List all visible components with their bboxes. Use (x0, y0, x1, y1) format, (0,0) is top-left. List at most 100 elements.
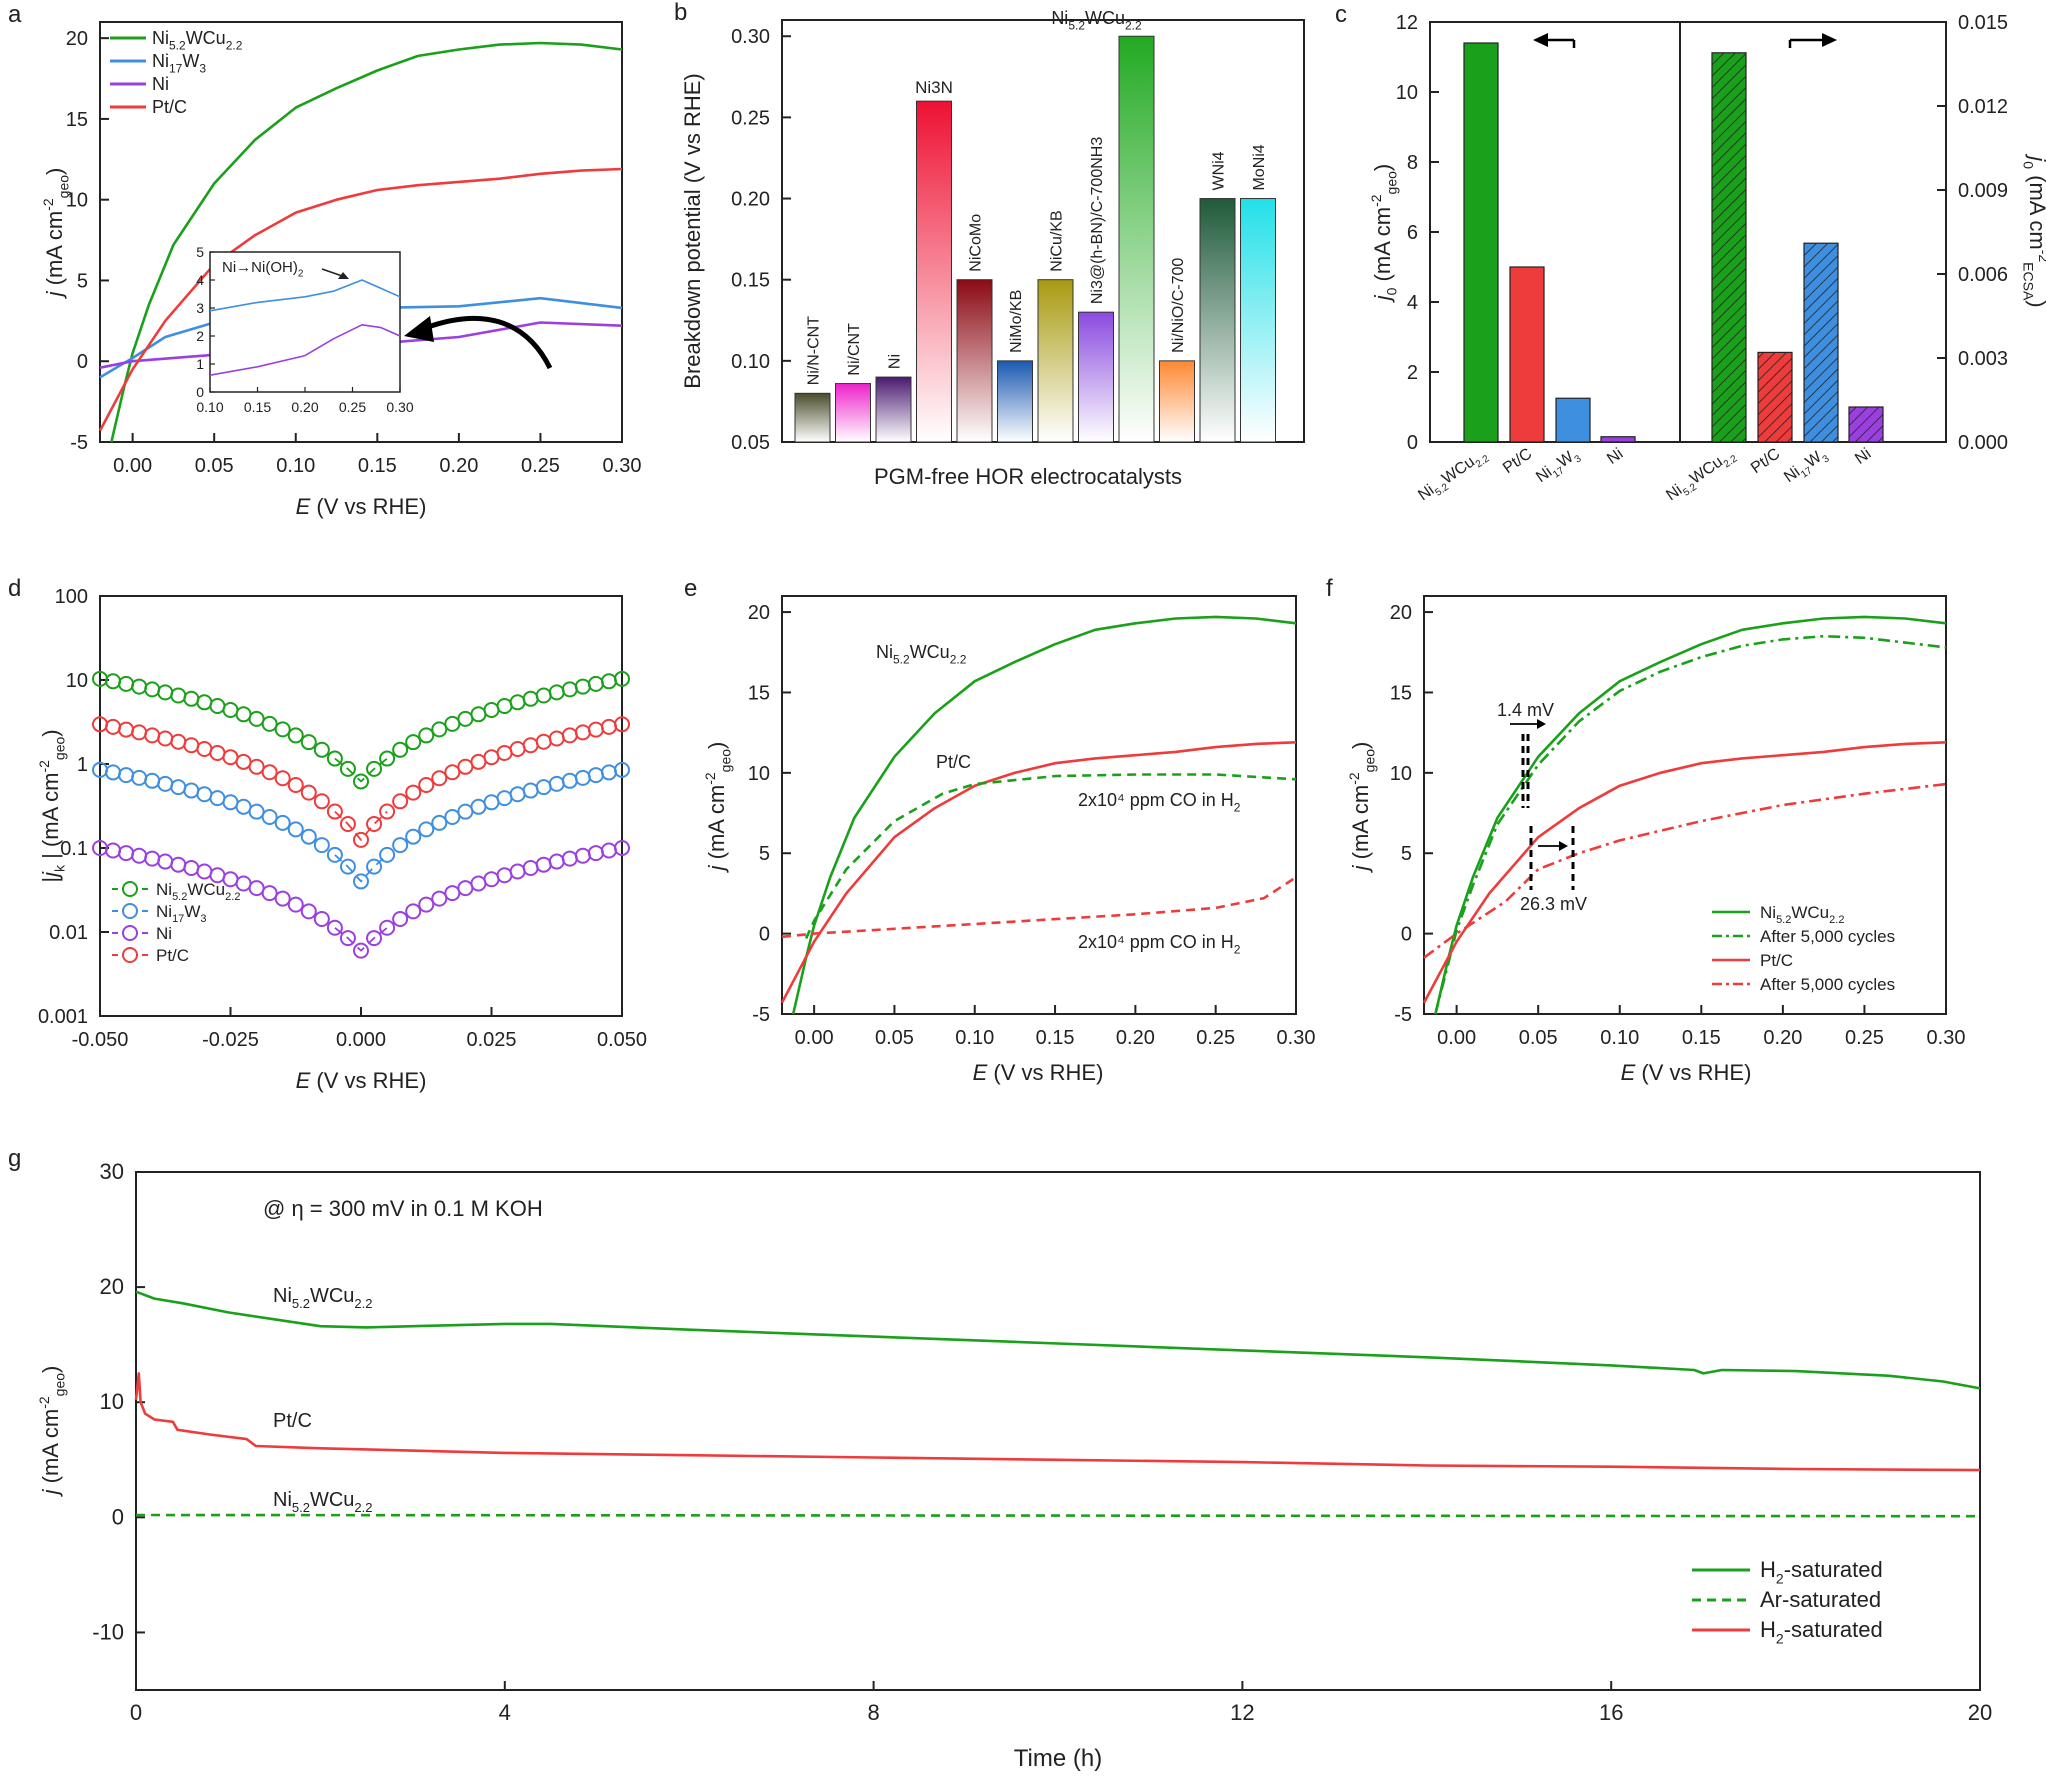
y-tick-label: 100 (55, 586, 88, 608)
data-point (535, 733, 552, 750)
x-tick-label: 0.10 (276, 455, 315, 477)
x-tick-label: 0.00 (113, 455, 152, 477)
data-point (509, 740, 526, 757)
data-point (431, 770, 448, 787)
label-part: -2 (702, 772, 718, 785)
data-point (366, 858, 383, 875)
y-tick-label: 15 (1390, 682, 1412, 704)
bar-label: Ni5.2WCu2.2 (1051, 8, 1142, 32)
data-point (522, 859, 539, 876)
data-point (196, 740, 213, 757)
bar-label: Ni/NiO/C-700 (1170, 258, 1187, 353)
curved-arrow-head (404, 316, 434, 342)
legend-marker (122, 903, 138, 919)
panel-label: f (1326, 575, 1333, 602)
category-label: Pt/C (1748, 445, 1783, 477)
inset-y-tick-label: 2 (196, 328, 204, 344)
data-point (274, 721, 291, 738)
data-point (366, 930, 383, 947)
x-tick-label: 0.000 (336, 1029, 386, 1051)
label-part: 17 (172, 913, 184, 925)
plot-frame (1423, 595, 1947, 1015)
label-part: E (296, 1068, 311, 1093)
data-point (509, 786, 526, 803)
chart-title: @ η = 300 mV in 0.1 M KOH (263, 1196, 543, 1221)
label-part: -2 (1368, 194, 1384, 207)
data-point (548, 730, 565, 747)
series-line (1422, 741, 1947, 1004)
data-point (522, 782, 539, 799)
label-part: j (704, 864, 729, 873)
label-part: 2 (298, 269, 304, 280)
label-part: (V vs RHE) (310, 1068, 426, 1093)
x-axis-label: Time (h) (1014, 1745, 1102, 1772)
y-tick-label: 8 (1407, 152, 1418, 174)
y-tick-label: 0.01 (49, 922, 88, 944)
category-label: Ni (1852, 445, 1874, 468)
data-point (287, 776, 304, 793)
label-part: 2.2 (1829, 914, 1844, 926)
label-part: WCu (1439, 453, 1478, 487)
label-part: Ni (273, 1285, 292, 1307)
label-part: ) (38, 1366, 63, 1373)
data-point (287, 727, 304, 744)
label-part: 2 (1776, 1631, 1784, 1647)
data-point (144, 681, 161, 698)
data-point (196, 694, 213, 711)
y-tick-label: 0.003 (1958, 348, 2008, 370)
bar-hatched (1803, 242, 1839, 443)
legend-label: H2-saturated (1760, 1557, 1883, 1587)
data-point (131, 847, 148, 864)
inset-x-tick-label: 0.20 (291, 399, 318, 415)
data-point (131, 724, 148, 741)
label-part: ) (1348, 742, 1373, 749)
label-part: -2 (2036, 250, 2046, 263)
bar (835, 383, 871, 443)
legend-marker (122, 881, 138, 897)
data-point (183, 782, 200, 799)
inset-x-tick-label: 0.30 (386, 399, 413, 415)
plot-frame (99, 21, 623, 443)
label-part: WCu (1085, 8, 1125, 28)
series-annotation: Pt/C (936, 752, 971, 772)
data-point (431, 814, 448, 831)
shift-annotation: 26.3 mV (1520, 894, 1587, 914)
label-part: (mA cm (1370, 207, 1395, 288)
label-part: Ni→Ni(OH) (222, 259, 298, 276)
y-tick-label: 20 (748, 602, 770, 624)
label-part: j (42, 290, 67, 299)
data-point (418, 727, 435, 744)
data-point (235, 753, 252, 770)
y-tick-label: 0 (759, 924, 770, 946)
label-part: WCu (1687, 453, 1726, 487)
data-point (326, 750, 343, 767)
data-point (326, 846, 343, 863)
label-part: ECSA (2020, 262, 2036, 301)
inset-frame (209, 251, 401, 393)
bar (1240, 198, 1276, 443)
data-point (339, 760, 356, 777)
label-part: 5.2 (893, 652, 910, 666)
y-tick-label: 5 (759, 843, 770, 865)
legend-label: Ni17W3 (152, 51, 206, 75)
inset-x-tick-label: 0.25 (339, 399, 366, 415)
data-point (535, 779, 552, 796)
fit-line (334, 810, 388, 841)
data-point (339, 858, 356, 875)
data-point (287, 896, 304, 913)
y-axis-label-left: j0 (mA cm-2geo) (1368, 164, 1399, 304)
label-part: (mA cm (42, 211, 67, 292)
data-point (496, 867, 513, 884)
category-label: Ni17W3 (1533, 445, 1584, 489)
label-part: Ni (156, 880, 172, 899)
y-tick-label: 6 (1407, 222, 1418, 244)
curved-arrow (424, 315, 553, 370)
data-point (118, 675, 135, 692)
x-tick-label: 12 (1230, 1700, 1254, 1725)
data-point (300, 828, 317, 845)
data-point (457, 710, 474, 727)
data-point (353, 942, 369, 959)
inset-y-tick-label: 4 (196, 272, 204, 288)
data-point (261, 715, 278, 732)
label-part: Ni (1663, 482, 1685, 505)
